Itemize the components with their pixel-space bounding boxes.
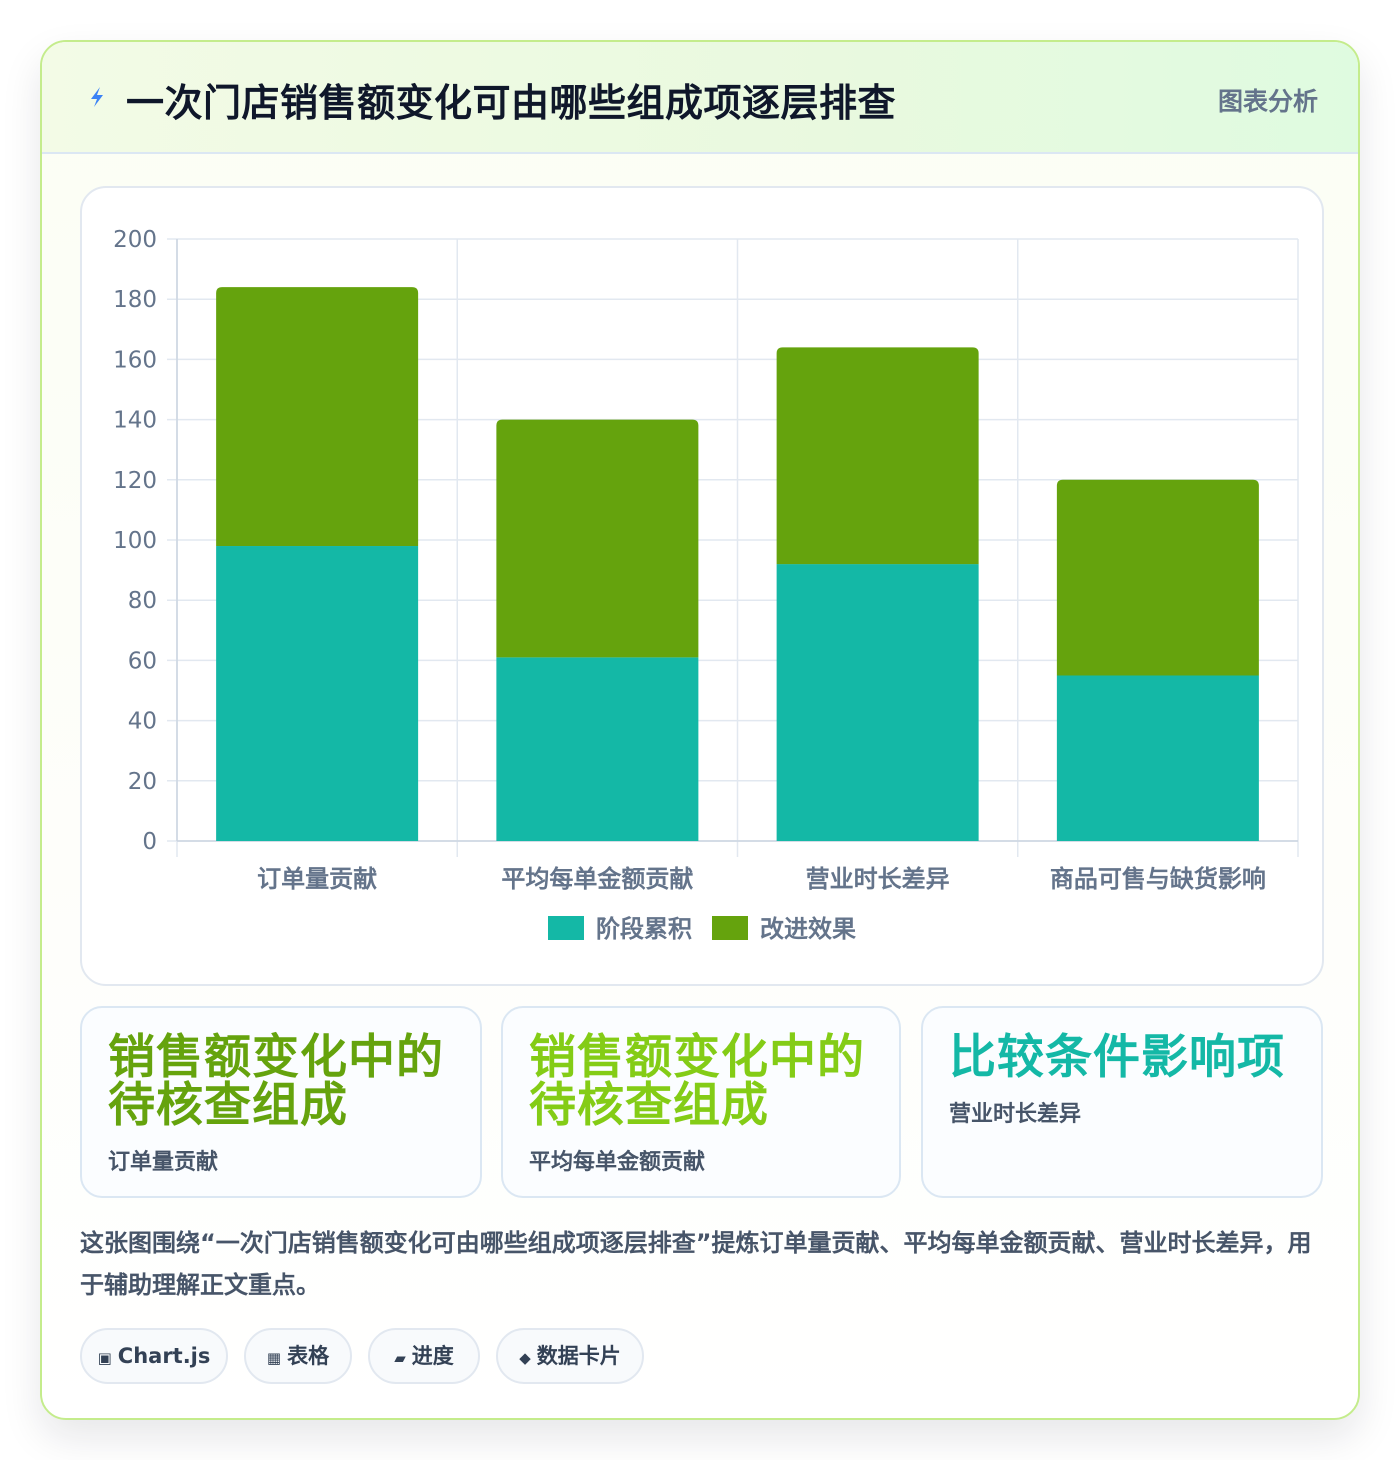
bar-segment [216,287,419,547]
stat-card-1: 销售额变化中的 待核查组成 订单量贡献 [80,1006,482,1198]
y-tick-label: 0 [142,829,157,855]
y-tick-label: 120 [113,468,157,494]
stat-label: 平均每单金额贡献 [529,1150,706,1175]
legend-swatch [712,916,748,940]
stat-headline-line: 销售额变化中的 [529,1030,865,1085]
x-tick-label: 商品可售与缺货影响 [1050,865,1266,893]
chart-square-icon: ▣ [97,1349,112,1367]
chart-panel: 0 20 40 60 80 100 120 140 160 180 200 订单量贡献 平均每单金额贡献… [80,186,1324,986]
chip-table[interactable]: ▦ 表格 [244,1328,352,1384]
stat-card-3: 比较条件影响项 营业时长差异 [921,1006,1323,1198]
stat-headline-line: 销售额变化中的 [108,1030,444,1085]
chip-chartjs[interactable]: ▣ Chart.js [80,1328,228,1384]
stat-headline: 比较条件影响项 [949,1034,1285,1082]
legend-swatch [548,916,584,940]
stat-headline: 销售额变化中的 待核查组成 [529,1034,865,1130]
card-header: 一次门店销售额变化可由哪些组成项逐层排查 图表分析 [42,42,1358,154]
chip-progress[interactable]: ▰ 进度 [368,1328,480,1384]
stat-headline-line: 比较条件影响项 [949,1030,1285,1085]
stat-label: 营业时长差异 [949,1102,1082,1127]
y-tick-label: 140 [113,408,157,434]
summary-text: 这张图围绕“一次门店销售额变化可由哪些组成项逐层排查”提炼订单量贡献、平均每单金… [80,1229,1312,1299]
stat-headline-line: 待核查组成 [529,1078,769,1133]
stat-headline-line: 待核查组成 [108,1078,348,1133]
y-tick-label: 60 [128,648,157,674]
legend-label: 阶段累积 [596,915,692,943]
chip-label: 表格 [287,1344,330,1368]
bar-segment [216,546,419,841]
y-tick-label: 100 [113,528,157,554]
stat-label: 订单量贡献 [108,1150,219,1175]
stat-card-2: 销售额变化中的 待核查组成 平均每单金额贡献 [501,1006,901,1198]
x-tick-label: 平均每单金额贡献 [501,865,693,893]
x-tick-label: 订单量贡献 [257,865,377,893]
diamond-icon: ◆ [519,1349,531,1367]
chip-label: 数据卡片 [536,1344,621,1368]
chip-label: 进度 [411,1344,454,1368]
y-tick-label: 40 [128,709,157,735]
bar-segment [496,657,699,841]
bar-segment [1056,479,1259,676]
y-tick-label: 20 [128,769,157,795]
y-tick-label: 160 [113,347,157,373]
progress-bar-icon: ▰ [394,1349,406,1367]
y-tick-label: 180 [113,287,157,313]
bar-segment [776,564,979,841]
chart-card: 一次门店销售额变化可由哪些组成项逐层排查 图表分析 0 20 40 60 80 100 12… [40,40,1360,1420]
stacked-bar-chart: 0 20 40 60 80 100 120 140 160 180 200 订单量贡献 平均每单金额贡献… [113,227,1299,943]
chip-data-card[interactable]: ◆ 数据卡片 [496,1328,644,1384]
chip-label: Chart.js [117,1344,211,1368]
stat-headline: 销售额变化中的 待核查组成 [108,1034,444,1130]
y-tick-label: 80 [128,588,157,614]
page-title: 一次门店销售额变化可由哪些组成项逐层排查 [126,81,897,125]
bar-segment [496,419,699,658]
bar-segment [1056,675,1259,841]
table-grid-icon: ▦ [266,1349,282,1367]
x-tick-label: 营业时长差异 [806,865,950,893]
chart-analysis-tag: 图表分析 [1217,87,1318,116]
lightning-icon [91,87,103,107]
y-tick-label: 200 [113,227,157,253]
bar-segment [776,347,979,565]
legend-label: 改进效果 [760,915,856,943]
